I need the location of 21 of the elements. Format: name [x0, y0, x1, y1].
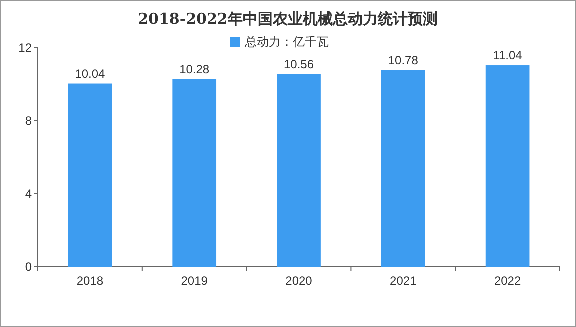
data-label: 10.28: [180, 62, 210, 76]
data-label: 10.04: [75, 66, 106, 81]
bar: [172, 79, 217, 267]
x-tick-label: 2022: [494, 274, 522, 288]
x-tick-label: 2021: [390, 274, 418, 288]
y-tick-label: 0: [25, 260, 32, 274]
y-tick-label: 12: [18, 41, 32, 55]
bar: [486, 66, 530, 267]
bar: [68, 84, 112, 267]
x-tick-label: 2018: [76, 274, 104, 288]
data-label: 11.04: [493, 48, 523, 63]
bar: [277, 74, 321, 267]
x-tick-label: 2019: [181, 274, 208, 288]
data-label: 10.78: [388, 53, 419, 68]
bar: [381, 70, 426, 267]
legend-label: 总动力：亿千瓦: [244, 35, 329, 49]
chart-title: 2018-2022年中国农业机械总动力统计预测: [138, 10, 438, 28]
y-tick-label: 4: [25, 187, 32, 201]
y-tick-label: 8: [25, 114, 32, 128]
x-tick-label: 2020: [286, 274, 313, 288]
data-label: 10.56: [284, 57, 314, 72]
